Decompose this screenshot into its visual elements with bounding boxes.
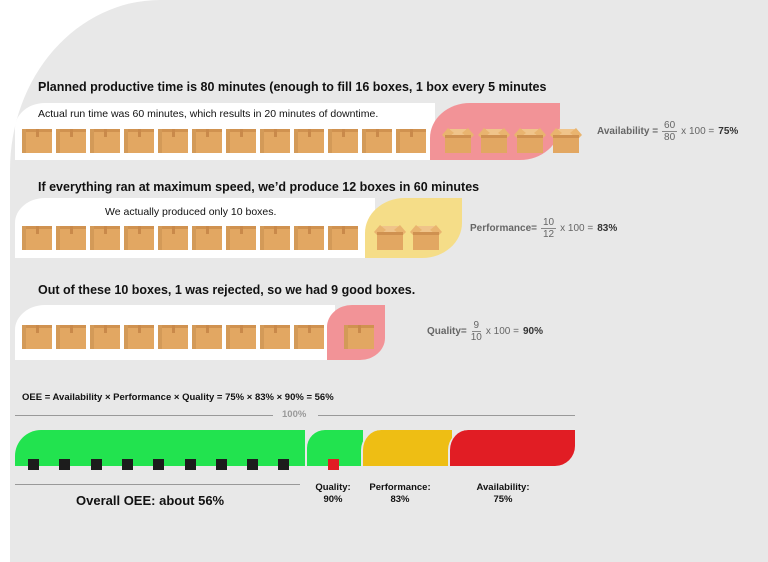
divider	[318, 415, 575, 416]
availability-title: Planned productive time is 80 minutes (e…	[38, 80, 547, 94]
closed-box-icon	[56, 225, 86, 255]
closed-box-icon	[294, 225, 324, 255]
formula-result: 75%	[718, 126, 739, 137]
legend-quality: Quality: 90%	[315, 482, 351, 505]
rejected-unit-icon	[328, 459, 339, 470]
good-unit-icon	[121, 459, 133, 470]
availability-note: Actual run time was 60 minutes, which re…	[38, 108, 379, 120]
availability-boxes	[22, 128, 582, 158]
closed-box-icon	[294, 128, 324, 158]
open-box-icon	[550, 128, 582, 158]
closed-box-icon	[90, 324, 120, 354]
denominator: 10	[470, 332, 482, 343]
denominator: 80	[664, 132, 676, 143]
formula-result: 90%	[522, 326, 543, 337]
closed-box-icon	[226, 324, 256, 354]
closed-box-icon	[124, 324, 154, 354]
quality-formula: Quality= 9 10 x 100 = 90%	[427, 320, 543, 343]
divider	[15, 415, 273, 416]
closed-box-icon	[90, 128, 120, 158]
numerator: 10	[540, 217, 557, 229]
closed-box-icon	[22, 225, 52, 255]
open-box-icon	[442, 128, 474, 158]
good-unit-icon	[28, 459, 39, 470]
closed-box-icon	[192, 324, 222, 354]
closed-box-icon	[260, 324, 290, 354]
performance-loss-segment	[361, 430, 452, 466]
full-label: 100%	[282, 409, 307, 420]
closed-box-icon	[192, 225, 222, 255]
closed-box-icon	[362, 128, 392, 158]
formula-rest: x 100 =	[485, 326, 519, 337]
closed-box-icon	[158, 324, 188, 354]
good-unit-icon	[153, 459, 165, 470]
closed-box-icon	[90, 225, 120, 255]
performance-boxes	[22, 225, 442, 255]
quality-title: Out of these 10 boxes, 1 was rejected, s…	[38, 283, 416, 297]
performance-formula: Performance= 10 12 x 100 = 83%	[470, 217, 617, 240]
numerator: 60	[662, 120, 678, 132]
good-unit-icon	[215, 459, 227, 470]
closed-box-icon	[396, 128, 426, 158]
quality-boxes	[22, 324, 374, 354]
formula-result: 83%	[597, 223, 618, 234]
closed-box-icon	[22, 128, 52, 158]
good-unit-icon	[184, 459, 196, 470]
overall-oee: Overall OEE: about 56%	[76, 493, 225, 508]
good-unit-icon	[90, 459, 102, 470]
denominator: 12	[542, 229, 555, 240]
good-unit-icon	[59, 459, 71, 470]
closed-box-icon	[56, 128, 86, 158]
closed-box-icon	[158, 225, 188, 255]
good-unit-icon	[247, 459, 259, 470]
closed-box-icon	[226, 225, 256, 255]
closed-box-icon	[328, 128, 358, 158]
performance-note: We actually produced only 10 boxes.	[105, 206, 277, 218]
formula-label: Performance=	[470, 223, 537, 234]
open-box-icon	[410, 225, 442, 255]
closed-box-icon	[22, 324, 52, 354]
open-box-icon	[514, 128, 546, 158]
legend-availability: Availability: 75%	[476, 482, 530, 505]
open-box-icon	[374, 225, 406, 255]
closed-box-icon	[328, 225, 358, 255]
closed-box-icon	[124, 225, 154, 255]
closed-box-icon	[56, 324, 86, 354]
formula-rest: x 100 =	[681, 126, 715, 137]
availability-loss-segment	[448, 430, 575, 466]
open-box-icon	[478, 128, 510, 158]
formula-label: Availability =	[597, 126, 659, 137]
closed-box-icon	[294, 324, 324, 354]
performance-title: If everything ran at maximum speed, we’d…	[38, 180, 480, 194]
closed-box-icon	[158, 128, 188, 158]
closed-box-icon	[226, 128, 256, 158]
divider	[15, 484, 300, 485]
good-unit-icon	[278, 459, 290, 470]
formula-label: Quality=	[427, 326, 467, 337]
closed-box-icon	[124, 128, 154, 158]
closed-box-icon	[260, 225, 290, 255]
formula-rest: x 100 =	[560, 223, 594, 234]
rejected-box-icon	[344, 324, 374, 354]
legend-performance: Performance: 83%	[369, 482, 431, 505]
closed-box-icon	[260, 128, 290, 158]
availability-formula: Availability = 60 80 x 100 = 75%	[597, 120, 738, 143]
oee-formula: OEE = Availability × Performance × Quali…	[22, 392, 334, 403]
numerator: 9	[471, 320, 482, 332]
closed-box-icon	[192, 128, 222, 158]
